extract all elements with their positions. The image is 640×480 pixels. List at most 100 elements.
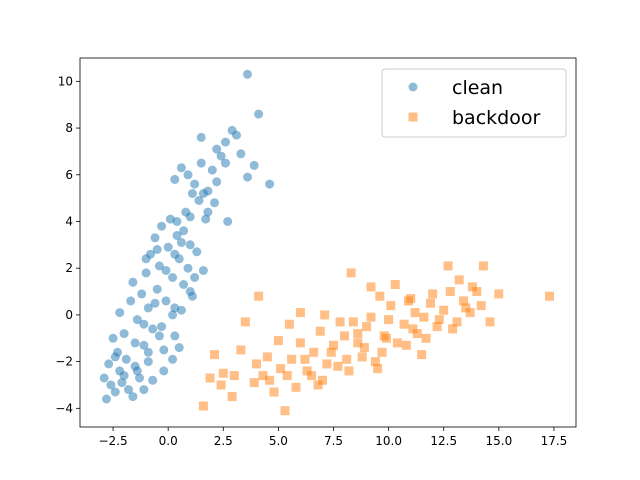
point-clean-26 [170, 331, 180, 341]
point-backdoor-43 [485, 317, 495, 327]
point-backdoor-60 [408, 324, 418, 334]
point-backdoor-68 [333, 361, 343, 371]
point-clean-16 [148, 324, 158, 334]
point-clean-13 [141, 268, 151, 278]
point-clean-5 [117, 378, 127, 388]
point-backdoor-49 [390, 280, 400, 289]
point-clean-32 [183, 263, 193, 273]
point-backdoor-52 [284, 319, 294, 329]
point-clean-12 [139, 340, 149, 350]
point-backdoor-0 [198, 401, 208, 411]
point-backdoor-63 [340, 331, 349, 341]
point-backdoor-22 [346, 268, 356, 278]
point-clean-92 [132, 366, 142, 376]
point-backdoor-69 [357, 352, 367, 362]
point-clean-80 [176, 163, 186, 173]
point-clean-97 [148, 375, 158, 385]
point-backdoor-62 [461, 303, 471, 313]
point-clean-48 [172, 217, 182, 226]
point-backdoor-11 [280, 406, 290, 416]
x-axis-ticks: −2.5 0.0 2.5 5.0 7.5 10.0 12.5 15.0 17.5 [98, 427, 567, 448]
x-tick-label: 17.5 [541, 434, 568, 448]
point-clean-41 [135, 373, 144, 383]
point-backdoor-42 [478, 261, 488, 271]
point-clean-40 [126, 296, 136, 306]
point-backdoor-8 [251, 359, 261, 369]
point-backdoor-87 [348, 317, 358, 327]
point-backdoor-29 [392, 338, 402, 348]
point-clean-95 [168, 354, 178, 364]
point-backdoor-86 [467, 282, 477, 292]
point-clean-66 [216, 151, 226, 161]
point-clean-76 [254, 109, 264, 119]
point-clean-77 [243, 69, 252, 79]
point-backdoor-75 [318, 375, 327, 385]
point-backdoor-15 [302, 366, 312, 376]
point-clean-70 [212, 177, 222, 187]
point-backdoor-1 [205, 373, 215, 383]
y-tick-label: 8 [65, 121, 73, 135]
point-backdoor-18 [322, 359, 332, 369]
point-clean-63 [196, 158, 206, 168]
point-clean-59 [194, 196, 204, 205]
point-backdoor-20 [335, 317, 345, 327]
point-backdoor-16 [309, 347, 319, 357]
point-clean-90 [154, 331, 164, 341]
point-backdoor-65 [384, 315, 394, 325]
point-backdoor-25 [366, 312, 376, 322]
x-tick-label: 10.0 [375, 434, 402, 448]
point-clean-46 [141, 254, 151, 264]
point-clean-2 [104, 359, 114, 369]
point-backdoor-83 [375, 291, 385, 301]
x-tick-label: 15.0 [485, 434, 512, 448]
point-clean-62 [183, 170, 193, 180]
point-backdoor-77 [370, 357, 380, 367]
point-backdoor-50 [320, 310, 330, 320]
point-clean-36 [192, 247, 202, 257]
point-backdoor-38 [452, 317, 462, 327]
point-backdoor-48 [366, 282, 376, 292]
y-tick-label: 6 [65, 168, 73, 182]
point-backdoor-78 [421, 333, 431, 343]
point-clean-56 [170, 249, 180, 259]
x-tick-label: −2.5 [98, 434, 127, 448]
point-backdoor-53 [258, 371, 268, 381]
point-clean-98 [139, 385, 149, 395]
point-clean-52 [130, 338, 140, 348]
point-backdoor-55 [276, 364, 286, 374]
point-clean-22 [161, 296, 171, 306]
legend-box [381, 68, 567, 138]
point-clean-17 [150, 233, 160, 243]
point-clean-53 [139, 319, 149, 329]
point-backdoor-24 [359, 343, 369, 353]
point-clean-82 [210, 198, 219, 208]
point-backdoor-14 [295, 308, 305, 318]
point-clean-57 [176, 238, 186, 247]
point-clean-93 [119, 371, 129, 381]
point-backdoor-58 [353, 338, 363, 348]
point-backdoor-71 [401, 340, 411, 350]
point-backdoor-10 [273, 336, 283, 346]
point-backdoor-6 [240, 317, 250, 327]
point-clean-71 [221, 158, 230, 168]
point-backdoor-47 [454, 275, 464, 285]
point-clean-73 [243, 172, 252, 182]
point-backdoor-73 [229, 371, 239, 381]
point-clean-85 [212, 144, 222, 154]
point-clean-45 [128, 277, 138, 287]
x-tick-label: 5.0 [269, 434, 288, 448]
point-backdoor-35 [432, 322, 442, 332]
point-backdoor-51 [313, 380, 323, 390]
point-backdoor-37 [445, 287, 455, 296]
point-backdoor-46 [443, 261, 453, 271]
point-backdoor-4 [227, 392, 237, 402]
point-backdoor-70 [377, 347, 387, 357]
point-backdoor-30 [399, 319, 409, 329]
point-clean-94 [174, 343, 184, 353]
point-clean-50 [106, 380, 116, 390]
point-backdoor-82 [282, 371, 292, 381]
legend-label-backdoor: backdoor [452, 107, 540, 129]
x-tick-label: 2.5 [214, 434, 233, 448]
point-clean-72 [236, 149, 246, 159]
point-clean-21 [159, 345, 169, 355]
